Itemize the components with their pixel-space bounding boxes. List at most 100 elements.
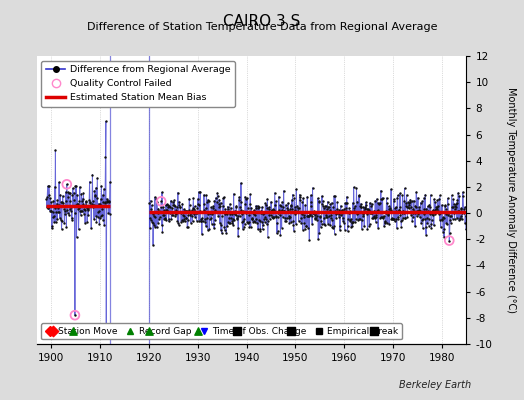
Point [188,207,196,213]
Point [48,223,57,229]
Point [266,209,275,216]
Point [172,209,181,215]
Point [77,208,85,214]
Point [393,195,401,201]
Point [364,208,373,214]
Point [159,204,167,210]
Point [215,219,224,226]
Point [421,224,430,230]
Point [319,203,328,209]
Point [179,213,188,220]
Point [377,187,385,194]
Point [283,207,292,213]
Point [421,192,430,198]
Point [359,204,368,210]
Point [340,206,348,212]
Point [51,204,59,211]
Point [416,214,424,221]
Point [439,228,447,235]
Point [309,210,318,216]
Point [201,219,209,225]
Point [58,199,67,206]
Point [340,220,348,226]
Point [451,203,459,210]
Point [330,193,339,199]
Point [281,214,289,221]
Point [162,217,171,223]
Point [259,216,268,223]
Point [346,208,354,214]
Point [366,210,375,217]
Point [201,216,209,222]
Point [64,194,72,201]
Point [48,225,56,232]
Point [166,210,174,216]
Point [368,209,377,215]
Point [378,196,386,202]
Point [155,208,163,214]
Point [195,201,204,208]
Point [174,220,182,226]
Point [303,194,311,200]
Point [96,215,104,221]
Point [292,186,300,192]
Point [333,199,342,206]
Point [326,201,335,207]
Point [265,206,274,213]
Point [372,219,380,225]
Point [329,224,337,230]
Point [91,192,100,198]
Point [362,199,370,206]
Point [190,206,199,212]
Point [76,208,84,214]
Point [62,223,71,230]
Point [411,202,420,209]
Point [366,200,374,206]
Point [377,214,386,220]
Point [241,201,249,208]
Point [171,203,179,210]
Point [284,200,292,206]
Point [194,200,202,207]
Point [170,210,179,216]
Point [446,220,455,226]
Point [79,190,88,196]
Point [254,204,263,211]
Point [425,204,434,210]
Point [286,214,294,221]
Point [373,196,381,202]
Point [454,217,463,223]
Point [379,213,388,219]
Point [327,215,335,222]
Point [271,201,279,208]
Point [65,212,73,218]
Point [83,204,91,211]
Point [263,196,271,202]
Point [205,226,213,232]
Point [457,206,465,212]
Point [253,220,261,226]
Point [389,198,398,205]
Point [68,216,77,223]
Point [208,220,216,227]
Point [305,236,313,243]
Point [454,190,462,196]
Point [397,224,406,230]
Point [404,199,412,206]
Point [157,203,165,210]
Point [268,206,276,213]
Point [167,197,175,204]
Point [328,200,336,206]
Point [361,206,369,212]
Point [292,209,301,215]
Point [368,201,376,207]
Point [248,218,257,225]
Point [158,229,167,236]
Point [235,196,243,203]
Point [242,195,250,202]
Point [430,211,439,217]
Point [238,226,247,232]
Point [170,202,178,208]
Point [306,212,314,218]
Point [247,216,256,223]
